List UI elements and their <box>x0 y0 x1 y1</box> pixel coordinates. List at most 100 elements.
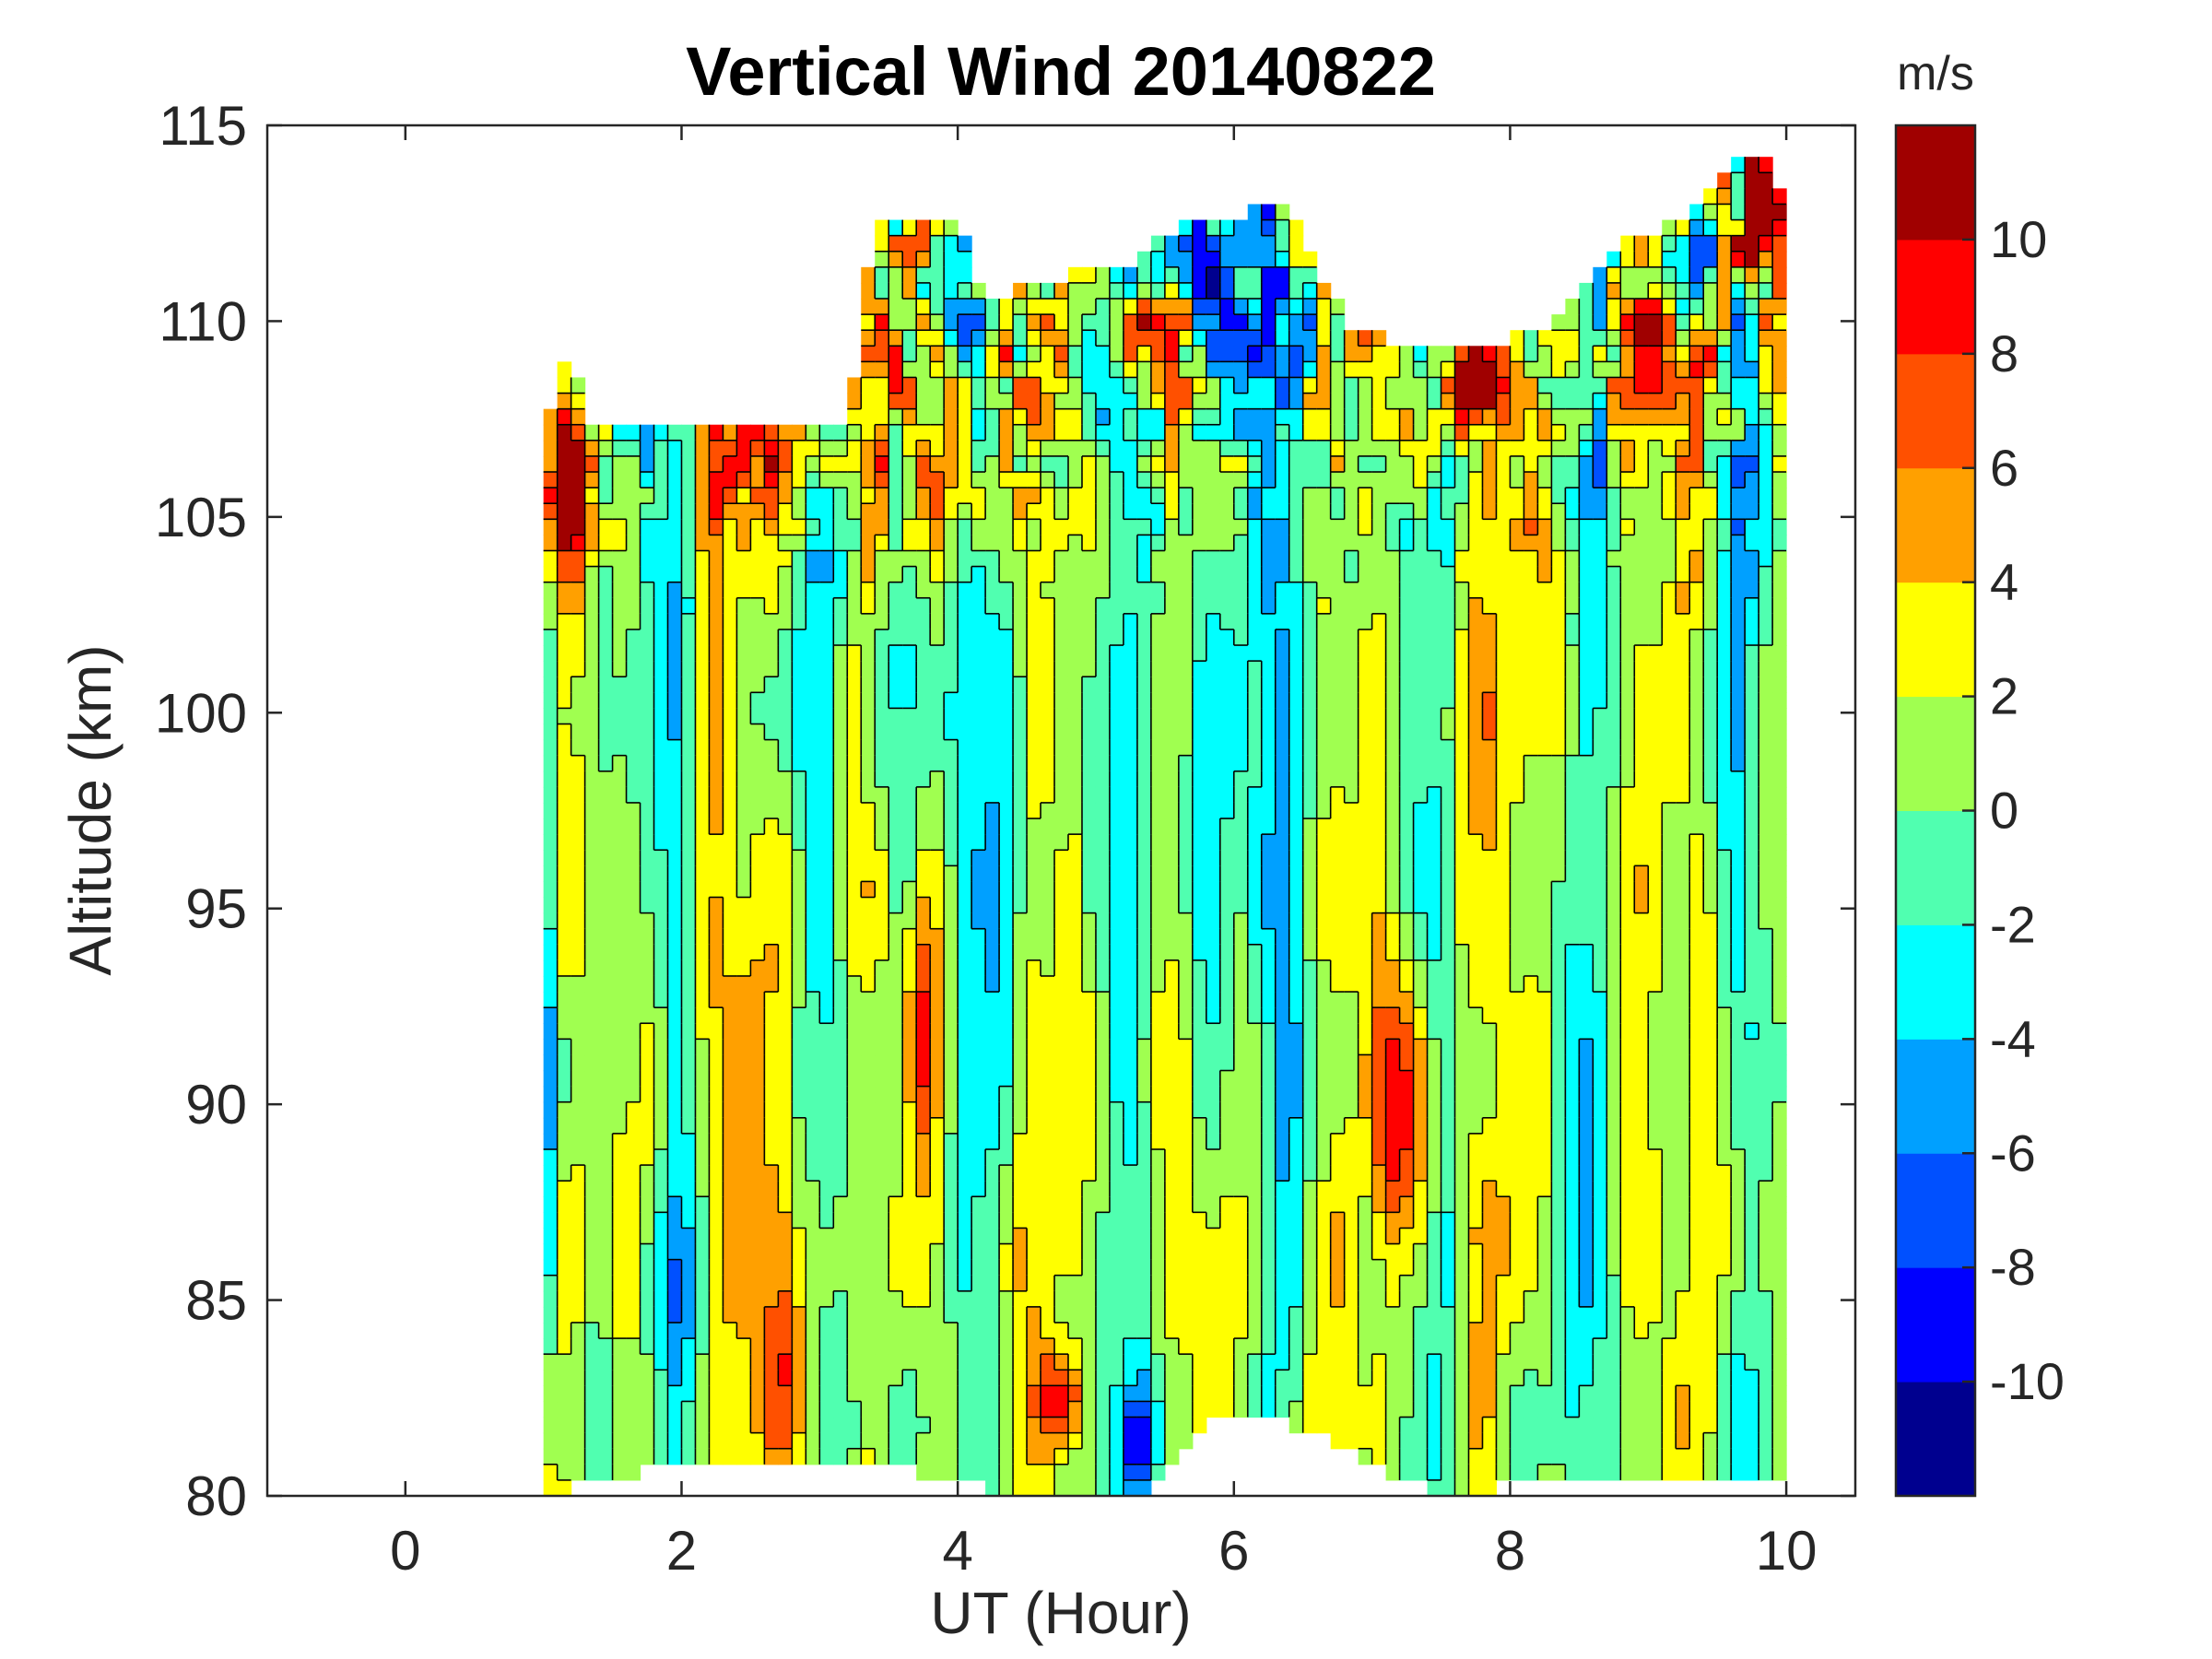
contour-cell <box>819 1196 834 1213</box>
contour-cell <box>1192 408 1207 426</box>
contour-cell <box>1206 786 1221 804</box>
contour-cell <box>888 266 903 284</box>
contour-cell <box>1275 235 1290 253</box>
contour-cell <box>584 739 600 757</box>
contour-cell <box>640 519 655 535</box>
contour-cell <box>1468 818 1484 835</box>
contour-cell <box>1385 1448 1401 1465</box>
contour-cell <box>681 834 697 851</box>
contour-cell <box>695 1086 711 1103</box>
contour-cell <box>1219 1039 1235 1056</box>
contour-cell <box>1013 629 1028 646</box>
contour-cell <box>1067 1101 1083 1119</box>
contour-cell <box>1399 582 1415 599</box>
contour-cell <box>598 834 614 851</box>
contour-cell <box>764 1086 779 1103</box>
contour-cell <box>1288 1290 1304 1308</box>
contour-cell <box>1441 1165 1456 1182</box>
contour-cell <box>1247 1086 1263 1103</box>
contour-cell <box>1109 1448 1124 1465</box>
contour-cell <box>1233 975 1249 993</box>
contour-cell <box>1095 881 1111 899</box>
contour-cell <box>653 771 669 788</box>
contour-cell <box>1358 424 1373 441</box>
contour-cell <box>681 472 697 488</box>
contour-cell <box>681 944 697 961</box>
contour-cell <box>1013 739 1028 757</box>
contour-cell <box>1247 1306 1263 1324</box>
contour-cell <box>847 377 862 394</box>
contour-cell <box>736 912 751 930</box>
contour-cell <box>1109 1086 1124 1103</box>
contour-cell <box>792 959 806 977</box>
contour-cell <box>916 1432 931 1450</box>
contour-cell <box>1013 1322 1028 1339</box>
contour-cell <box>1136 708 1152 725</box>
contour-cell <box>571 613 586 630</box>
contour-cell <box>1275 1133 1290 1150</box>
contour-cell <box>1468 755 1484 772</box>
contour-cell <box>1054 1023 1069 1040</box>
contour-cell <box>875 1196 889 1213</box>
contour-cell <box>833 912 848 930</box>
contour-cell <box>1095 1275 1111 1292</box>
contour-cell <box>778 802 793 819</box>
contour-cell <box>1095 1401 1111 1418</box>
contour-cell <box>1123 818 1138 835</box>
contour-cell <box>1302 535 1318 552</box>
contour-cell <box>1123 975 1138 993</box>
contour-cell <box>750 1259 765 1277</box>
contour-cell <box>1427 1401 1442 1418</box>
contour-cell <box>1109 881 1124 899</box>
contour-cell <box>626 850 641 866</box>
contour-cell <box>1219 771 1235 788</box>
contour-cell <box>875 645 889 662</box>
contour-cell <box>1358 1306 1373 1324</box>
contour-cell <box>1109 1212 1124 1230</box>
contour-cell <box>930 1165 945 1182</box>
contour-cell <box>1041 1101 1055 1119</box>
contour-cell <box>1054 850 1069 866</box>
contour-cell <box>1095 975 1111 993</box>
contour-cell <box>1219 1290 1235 1308</box>
contour-cell <box>930 1448 945 1465</box>
contour-cell <box>1123 597 1138 615</box>
contour-cell <box>709 1101 724 1119</box>
contour-cell <box>1330 629 1346 646</box>
contour-cell <box>971 424 986 441</box>
contour-cell <box>875 724 889 741</box>
contour-cell <box>861 944 876 961</box>
contour-cell <box>1371 1417 1387 1434</box>
contour-cell <box>1441 1039 1456 1056</box>
contour-cell <box>1067 1448 1083 1465</box>
contour-cell <box>1302 440 1318 457</box>
contour-cell <box>1013 424 1028 441</box>
contour-cell <box>1095 1385 1111 1403</box>
contour-cell <box>1482 1275 1498 1292</box>
contour-cell <box>778 1165 793 1182</box>
contour-cell <box>1468 1479 1484 1496</box>
contour-cell <box>819 455 834 473</box>
contour-cell <box>861 1243 876 1261</box>
contour-cell <box>1316 1417 1332 1434</box>
contour-cell <box>723 771 738 788</box>
contour-cell <box>888 661 903 677</box>
contour-cell <box>1067 739 1083 757</box>
contour-cell <box>875 1054 889 1072</box>
contour-cell <box>1261 739 1277 757</box>
contour-cell <box>971 299 986 315</box>
contour-cell <box>626 755 641 772</box>
contour-cell <box>944 299 959 315</box>
contour-cell <box>1302 661 1318 677</box>
contour-cell <box>598 975 614 993</box>
contour-cell <box>1041 1370 1055 1386</box>
contour-cell <box>1206 928 1221 946</box>
contour-cell <box>1316 1385 1332 1403</box>
contour-cell <box>750 1432 765 1450</box>
contour-cell <box>695 1290 711 1308</box>
contour-cell <box>667 677 683 693</box>
contour-cell <box>902 629 917 646</box>
contour-cell <box>1067 1054 1083 1072</box>
contour-cell <box>1095 1259 1111 1277</box>
contour-cell <box>875 1133 889 1150</box>
